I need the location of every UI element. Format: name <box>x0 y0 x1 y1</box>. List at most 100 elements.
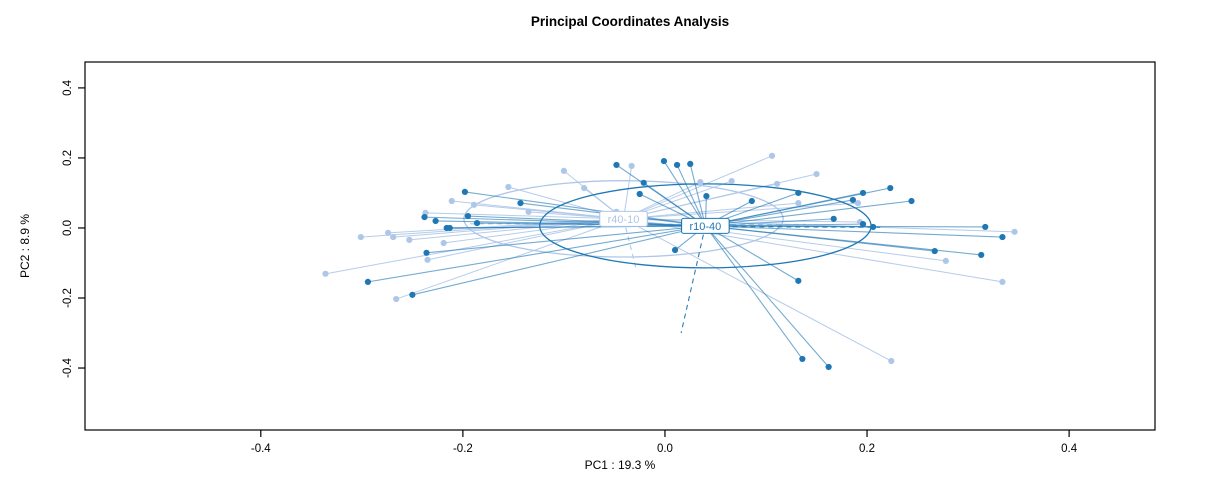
data-point <box>978 251 985 259</box>
x-tick-label: 0.4 <box>1061 443 1078 455</box>
data-point <box>424 256 431 263</box>
data-point <box>440 239 447 247</box>
data-point <box>613 161 620 169</box>
data-point <box>390 233 397 241</box>
data-point <box>703 193 710 200</box>
data-point <box>728 177 735 185</box>
x-tick-label: 0.0 <box>657 443 673 455</box>
spider-line <box>325 218 624 275</box>
data-point <box>385 229 392 236</box>
chart-title: Principal Coordinates Analysis <box>530 14 730 29</box>
spider-line <box>705 225 1003 238</box>
spider-line <box>689 163 706 226</box>
data-point <box>697 178 704 186</box>
data-point <box>1011 228 1018 235</box>
data-point <box>446 224 453 232</box>
data-point <box>859 221 867 228</box>
centroid-label: r40-10 <box>608 214 640 226</box>
spider-line <box>396 218 624 300</box>
data-point <box>671 246 679 254</box>
data-point <box>888 357 895 365</box>
data-point <box>660 157 668 165</box>
data-point <box>628 162 635 170</box>
spider-line <box>676 164 706 227</box>
data-point <box>517 200 524 207</box>
data-point <box>748 197 755 205</box>
spider-line <box>705 225 799 282</box>
data-point <box>854 200 862 207</box>
spider-line <box>412 225 706 296</box>
data-point <box>581 184 588 192</box>
data-point <box>364 278 372 285</box>
x-tick-label: -0.4 <box>251 443 271 455</box>
y-tick-label: -0.2 <box>62 288 74 308</box>
dashed-segment <box>680 225 706 334</box>
data-point <box>887 184 894 192</box>
data-point <box>560 167 568 174</box>
spider-line <box>705 225 986 228</box>
data-point <box>505 183 512 191</box>
data-point <box>393 295 400 303</box>
spider-line <box>623 202 799 220</box>
x-tick-label: -0.2 <box>453 443 473 455</box>
spider-line <box>623 155 773 220</box>
spider-line <box>467 215 706 227</box>
spider-line <box>705 199 853 227</box>
y-tick-label: 0.4 <box>62 79 74 96</box>
spider-line <box>705 200 912 227</box>
centroid-label-box <box>599 210 648 227</box>
data-point <box>357 233 364 241</box>
data-point <box>908 197 915 205</box>
data-point <box>795 189 802 197</box>
data-point <box>464 212 472 220</box>
data-point <box>859 189 867 197</box>
data-point <box>870 223 877 231</box>
data-point <box>999 233 1006 241</box>
spider-line <box>427 218 624 261</box>
data-point <box>409 291 416 298</box>
data-point <box>999 278 1006 285</box>
data-point <box>795 200 802 207</box>
data-point <box>825 363 832 371</box>
data-point <box>636 190 643 198</box>
x-axis-label: PC1 : 19.3 % <box>584 458 656 472</box>
dashed-segment <box>705 226 881 228</box>
data-point <box>470 201 478 208</box>
data-point <box>768 152 776 159</box>
data-point <box>423 249 430 256</box>
spider-line <box>449 225 706 229</box>
y-tick-label: 0.0 <box>62 220 74 236</box>
y-tick-label: -0.4 <box>62 358 74 378</box>
data-point <box>931 247 938 255</box>
spider-line <box>425 212 624 220</box>
x-tick-label: 0.2 <box>859 443 875 455</box>
data-point <box>795 277 802 284</box>
data-point <box>406 236 413 243</box>
data-point <box>640 179 647 186</box>
data-point <box>830 215 837 222</box>
y-axis-label: PC2 : 8.9 % <box>18 213 32 279</box>
data-point <box>813 170 820 178</box>
data-point <box>322 270 329 277</box>
data-point <box>525 208 532 215</box>
spider-line <box>464 191 706 227</box>
spider-line <box>426 225 706 254</box>
spider-line <box>663 160 706 227</box>
data-point <box>982 223 989 231</box>
plot-border <box>84 61 1156 431</box>
centroid-label-box <box>681 217 730 234</box>
data-point <box>849 196 856 204</box>
spider-line <box>704 225 830 368</box>
spider-line <box>367 225 706 283</box>
data-point <box>942 257 949 264</box>
data-point <box>774 180 781 187</box>
centroid-label: r10-40 <box>689 221 721 233</box>
spider-line <box>477 222 706 227</box>
y-tick-label: 0.2 <box>62 150 74 166</box>
spider-line <box>704 225 803 360</box>
spider-line <box>623 218 892 362</box>
data-point <box>421 214 428 221</box>
data-point <box>673 161 681 169</box>
